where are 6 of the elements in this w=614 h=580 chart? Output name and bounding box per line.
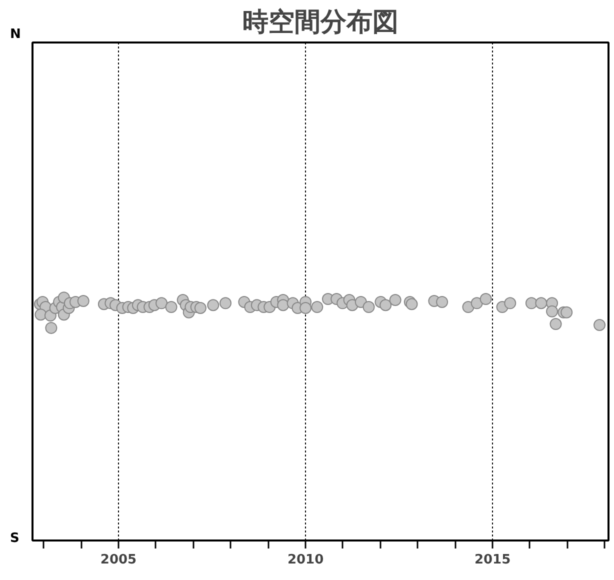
chart-title: 時空間分布図 xyxy=(242,8,398,38)
x-tick-label: 2010 xyxy=(287,552,324,568)
text: S xyxy=(10,530,20,548)
x-tick-label: 2005 xyxy=(100,552,137,568)
text: N xyxy=(10,26,21,44)
x-tick-label: 2015 xyxy=(474,552,511,568)
